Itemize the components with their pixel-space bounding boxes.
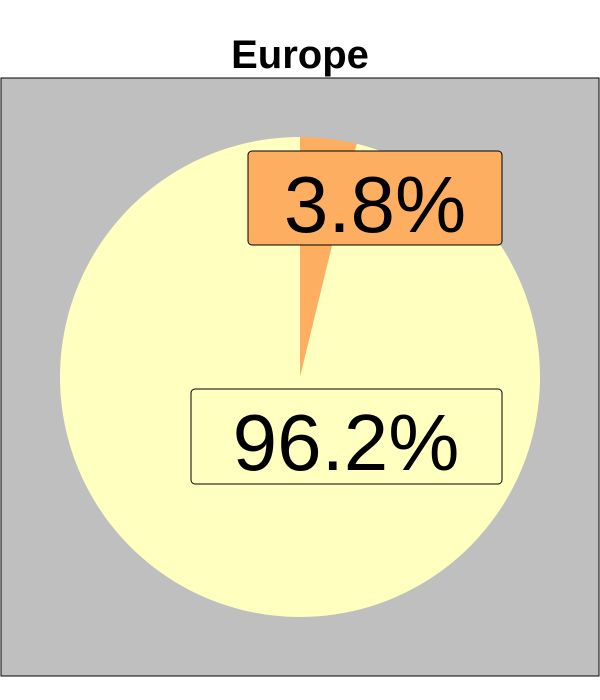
chart-title: Europe <box>231 33 369 77</box>
slice-label-text-1: 3.8% <box>284 160 466 249</box>
slice-label-box-2 <box>190 388 503 485</box>
slice-label-text-2: 96.2% <box>233 398 460 487</box>
pie-slice-2 <box>59 136 540 617</box>
slice-label-box-1 <box>247 150 503 246</box>
slice-label-1: 3.8% <box>247 150 503 249</box>
slice-label-2: 96.2% <box>190 388 503 487</box>
